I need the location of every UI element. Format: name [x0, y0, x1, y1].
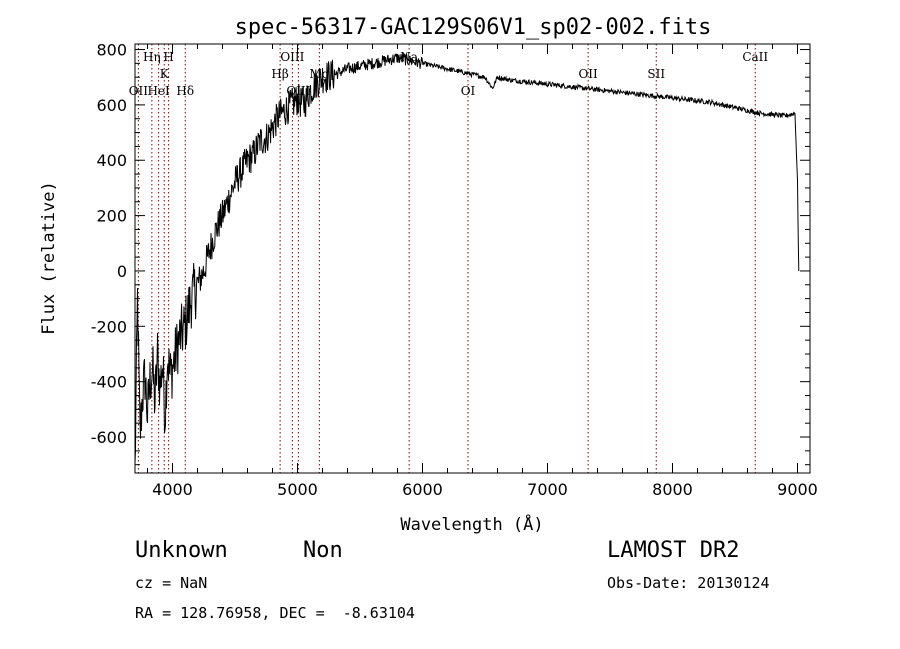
spectral-line-label: Hη — [143, 50, 161, 64]
spectral-line-label: K — [160, 67, 170, 81]
chart-title: spec-56317-GAC129S06V1_sp02-002.fits — [235, 15, 712, 40]
x-axis-label: Wavelength (Å) — [400, 513, 543, 535]
spectral-line-label: Mg — [309, 67, 329, 81]
spectrum-line — [134, 52, 800, 464]
y-axis-label: Flux (relative) — [39, 181, 59, 335]
spectral-line-label: Na — [400, 50, 418, 64]
spectral-line-label: Hβ — [271, 67, 288, 81]
y-tick-label: 800 — [96, 41, 127, 60]
x-tick-label: 5000 — [277, 480, 318, 499]
spectral-line-label: HeI — [147, 84, 170, 98]
y-tick-label: -200 — [91, 317, 127, 336]
object-class: Unknown — [135, 538, 228, 563]
plot-frame — [134, 43, 811, 474]
spectral-line-label: CaII — [742, 50, 768, 64]
spectral-line-label: OII — [578, 67, 598, 81]
spectral-line-label: OIII — [286, 84, 310, 98]
spectral-line-label: OII — [129, 84, 149, 98]
y-tick-label: 400 — [96, 151, 127, 170]
spectral-line-label: OI — [461, 84, 476, 98]
x-tick-label: 6000 — [402, 480, 443, 499]
survey-name: LAMOST DR2 — [607, 538, 740, 563]
y-tick-label: -600 — [91, 428, 127, 447]
x-tick-label: 4000 — [152, 480, 193, 499]
axis-ticks: 4000 5000 6000 7000 8000 9000 -600 -400 -200 0 200… — [91, 41, 818, 499]
y-tick-label: -400 — [91, 373, 127, 392]
y-tick-label: 600 — [96, 96, 127, 115]
redshift-cz: cz = NaN — [135, 574, 208, 592]
spectral-line-labels: OII Hη HK HeI Hδ Hβ OIII OIII Mg Na OI OII SII CaII — [129, 50, 769, 98]
spectral-line-label: OIII — [280, 50, 304, 64]
y-tick-label: 0 — [117, 262, 127, 281]
x-tick-label: 7000 — [527, 480, 568, 499]
x-tick-label: 8000 — [652, 480, 693, 499]
spectral-line-markers — [137, 44, 756, 473]
coordinates: RA = 128.76958, DEC = -8.63104 — [135, 604, 415, 622]
object-subclass: Non — [303, 538, 343, 563]
spectral-line-label: H — [163, 50, 173, 64]
spectral-line-label: SII — [647, 67, 665, 81]
observation-date: Obs-Date: 20130124 — [607, 574, 770, 592]
spectral-line-label: Hδ — [176, 84, 194, 98]
y-tick-label: 200 — [96, 207, 127, 226]
x-tick-label: 9000 — [777, 480, 818, 499]
